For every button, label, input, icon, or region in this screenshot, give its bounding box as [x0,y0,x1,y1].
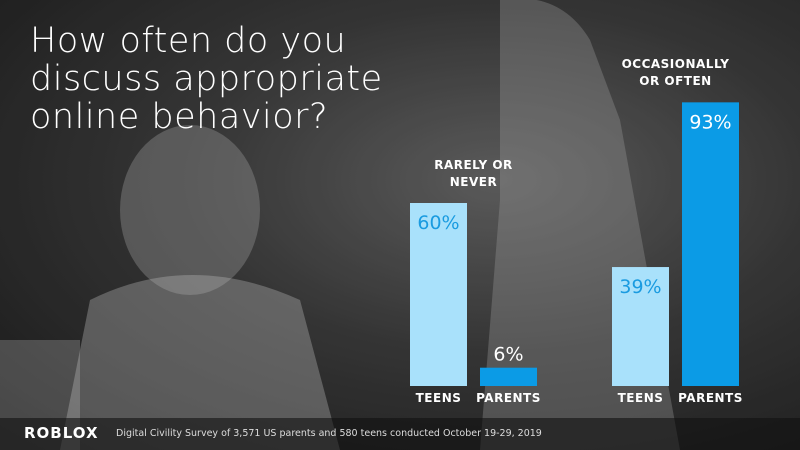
x-tick-label: TEENS [416,391,462,405]
bar [612,267,669,386]
x-tick-label: TEENS [618,391,664,405]
value-label: 60% [417,212,459,234]
x-tick-label: PARENTS [678,391,743,405]
source-note: Digital Civility Survey of 3,571 US pare… [116,428,542,439]
value-label: 6% [493,344,523,366]
x-tick-label: PARENTS [476,391,541,405]
chart-title: How often do you discuss appropriate onl… [30,21,383,137]
bar [480,367,537,386]
bar [410,203,467,386]
value-label: 39% [619,276,661,298]
bar [682,102,739,386]
logo: ROBLOX [24,424,99,442]
group-label: OCCASIONALLY OR OFTEN [621,57,730,89]
value-label: 93% [689,111,731,133]
group-label: RARELY OR NEVER [434,158,513,189]
